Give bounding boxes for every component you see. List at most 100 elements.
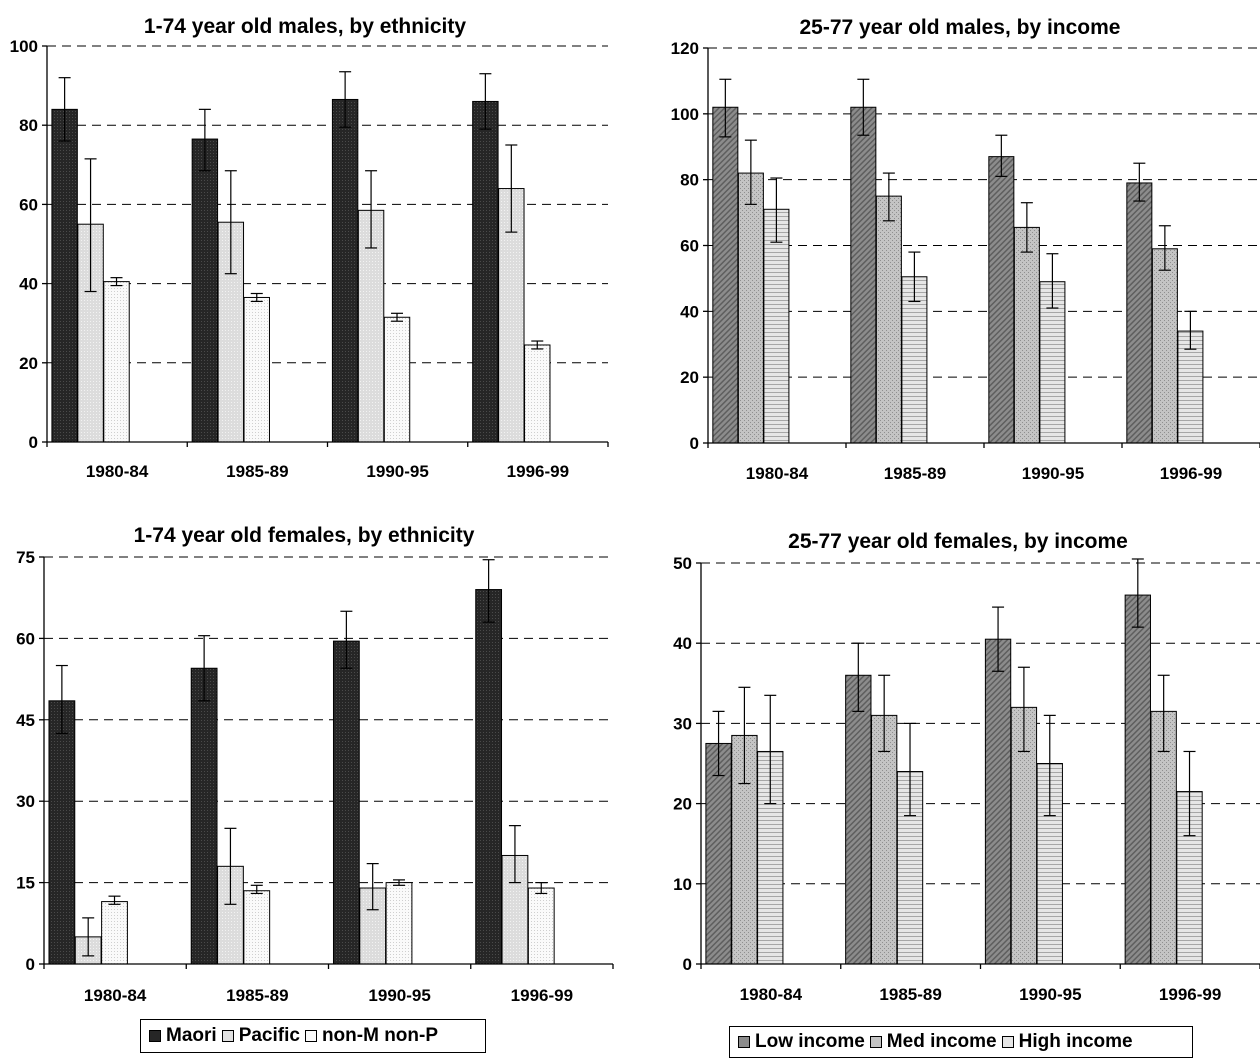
bar-low-income-1996-99 (1124, 594, 1151, 965)
y-tick-label: 80 (19, 116, 38, 135)
legend-label-maori: Maori (166, 1025, 217, 1046)
error-bar-high-income-1985-89 (904, 722, 917, 817)
legend-ethnicity: Maori Pacific non-M non-P (140, 1019, 486, 1053)
bar-low-income-1980-84 (705, 742, 732, 965)
x-tick-label: 1996-99 (511, 986, 573, 1005)
bar-non-m-non-p-1990-95 (385, 882, 413, 965)
chart-title: 1-74 year old males, by ethnicity (144, 15, 466, 38)
y-tick-label: 60 (680, 237, 699, 256)
bar-high-income-1980-84 (763, 208, 790, 444)
chart-females-income: 0 10 20 30 40 50 1980-84 1985-89 1990-95 1996-99 2… (673, 530, 1260, 1004)
error-bar-maori-1990-95 (340, 610, 353, 669)
legend-label-med-income: Med income (886, 1031, 997, 1052)
error-bar-maori-1990-95 (339, 71, 352, 128)
legend-item-non-m-non-p: non-M non-P (304, 1025, 438, 1047)
legend-swatch-maori (149, 1030, 161, 1042)
error-bar-low-income-1985-89 (852, 642, 865, 712)
x-tick-label: 1980-84 (746, 464, 809, 483)
error-bar-high-income-1990-95 (1046, 253, 1059, 309)
legend-swatch-pacific (221, 1030, 234, 1042)
x-tick-label: 1985-89 (879, 985, 941, 1004)
chart-males-ethnicity: 0 20 40 60 80 100 1980-84 1985-89 1990-95 1996-99… (10, 15, 609, 481)
bar-pacific-1990-95 (357, 209, 385, 443)
x-tick-label: 1996-99 (507, 462, 569, 481)
error-bar-high-income-1985-89 (908, 251, 921, 303)
y-tick-label: 100 (671, 105, 699, 124)
legend-swatch-high-income (1001, 1036, 1014, 1048)
bar-maori-1990-95 (332, 640, 360, 965)
bar-med-income-1990-95 (1013, 226, 1040, 444)
y-tick-label: 20 (19, 354, 38, 373)
bar-non-m-non-p-1990-95 (383, 316, 411, 443)
y-tick-label: 40 (673, 634, 692, 653)
x-tick-label: 1990-95 (368, 986, 430, 1005)
error-bar-pacific-1996-99 (505, 144, 518, 233)
error-bar-maori-1980-84 (55, 664, 68, 734)
x-tick-label: 1990-95 (1019, 985, 1081, 1004)
bar-low-income-1990-95 (988, 156, 1015, 444)
error-bar-high-income-1980-84 (770, 177, 783, 243)
y-tick-label: 20 (680, 368, 699, 387)
x-tick-label: 1996-99 (1160, 464, 1222, 483)
x-tick-label: 1990-95 (1022, 464, 1084, 483)
error-bar-non-m-non-p-1990-95 (391, 312, 404, 322)
x-tick-label: 1985-89 (226, 462, 288, 481)
error-bar-low-income-1996-99 (1133, 162, 1146, 202)
error-bar-low-income-1985-89 (857, 78, 870, 136)
error-bar-med-income-1985-89 (882, 172, 895, 222)
bar-maori-1980-84 (48, 700, 76, 965)
bar-med-income-1980-84 (737, 172, 764, 444)
chart-title: 25-77 year old females, by income (788, 530, 1128, 553)
x-tick-label: 1990-95 (366, 462, 428, 481)
bar-low-income-1985-89 (845, 674, 872, 965)
chart-title: 1-74 year old females, by ethnicity (134, 524, 475, 547)
y-tick-label: 50 (673, 554, 692, 573)
y-tick-label: 30 (16, 792, 35, 811)
legend-label-low-income: Low income (755, 1031, 865, 1052)
y-tick-label: 45 (16, 711, 35, 730)
x-tick-label: 1996-99 (1159, 985, 1221, 1004)
y-tick-label: 40 (680, 302, 699, 321)
bar-maori-1985-89 (191, 138, 219, 443)
y-tick-label: 10 (673, 875, 692, 894)
bar-low-income-1990-95 (984, 638, 1012, 965)
error-bar-pacific-1985-89 (224, 827, 237, 905)
error-bar-med-income-1996-99 (1158, 225, 1171, 271)
bar-non-m-non-p-1980-84 (103, 281, 130, 443)
error-bar-med-income-1990-95 (1020, 202, 1033, 253)
bar-med-income-1996-99 (1151, 248, 1178, 444)
bar-non-m-non-p-1985-89 (243, 296, 270, 443)
error-bar-low-income-1980-84 (712, 710, 725, 777)
bar-maori-1985-89 (190, 667, 218, 965)
y-tick-label: 75 (16, 548, 35, 567)
y-tick-label: 0 (29, 433, 38, 452)
y-tick-label: 60 (16, 629, 35, 648)
error-bar-non-m-non-p-1990-95 (393, 879, 406, 886)
bar-med-income-1985-89 (875, 195, 902, 444)
error-bar-low-income-1996-99 (1131, 558, 1144, 628)
error-bar-non-m-non-p-1985-89 (250, 884, 263, 895)
error-bar-pacific-1990-95 (366, 863, 379, 911)
legend-item-med-income: Med income (869, 1031, 997, 1053)
bar-non-m-non-p-1996-99 (524, 344, 551, 443)
y-tick-label: 100 (10, 37, 38, 56)
error-bar-low-income-1990-95 (995, 134, 1008, 177)
error-bar-pacific-1980-84 (84, 158, 97, 293)
bar-non-m-non-p-1980-84 (101, 901, 128, 965)
error-bar-maori-1996-99 (479, 73, 492, 130)
bar-non-m-non-p-1996-99 (527, 887, 555, 965)
error-bar-maori-1985-89 (198, 108, 211, 172)
error-bar-non-m-non-p-1980-84 (108, 895, 121, 905)
legend-swatch-med-income (869, 1036, 882, 1048)
y-tick-label: 20 (673, 795, 692, 814)
error-bar-pacific-1985-89 (224, 170, 237, 275)
bar-maori-1996-99 (475, 589, 503, 965)
x-tick-label: 1980-84 (84, 986, 147, 1005)
chart-females-ethnicity: 0 15 30 45 60 75 1980-84 1985-89 1990-95 1996-99 1… (16, 524, 614, 1005)
error-bar-high-income-1996-99 (1183, 750, 1196, 837)
error-bar-med-income-1996-99 (1157, 674, 1170, 753)
error-bar-non-m-non-p-1985-89 (250, 292, 263, 303)
legend-item-pacific: Pacific (221, 1025, 300, 1047)
error-bar-pacific-1990-95 (365, 170, 378, 249)
